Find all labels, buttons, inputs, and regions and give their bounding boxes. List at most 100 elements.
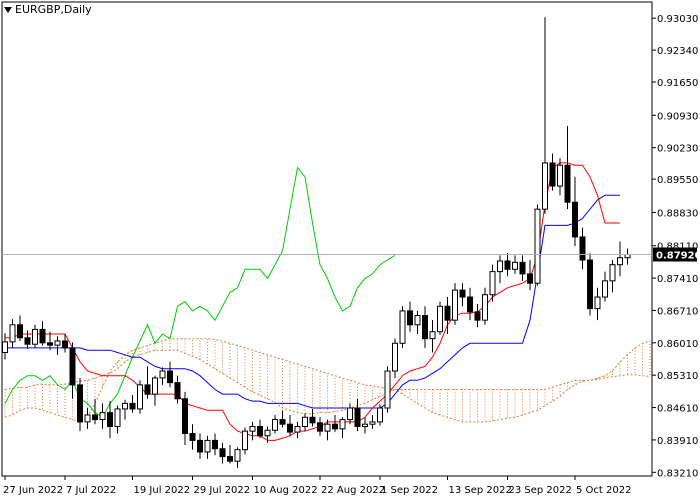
x-tick-label: 5 Oct 2022 [576, 485, 631, 496]
y-tick-label: 0.88110 [657, 242, 698, 253]
candle-body [504, 260, 511, 270]
candle-body [144, 384, 151, 395]
x-tick-label: 19 Jul 2022 [134, 485, 191, 496]
candle-body [227, 456, 233, 462]
candle-body [407, 310, 413, 326]
candle-body [272, 419, 278, 431]
current-price-label: 0.87920 [656, 250, 700, 261]
candle-body [557, 164, 563, 187]
x-tick-label: 29 Jul 2022 [194, 485, 251, 496]
x-tick-label: 27 Jun 2022 [3, 485, 63, 496]
candle-body [159, 370, 166, 379]
candle-body [474, 311, 481, 321]
candle-body [17, 324, 23, 339]
candle-body [354, 407, 361, 428]
candle-body [114, 408, 121, 428]
ichimoku-cloud [4, 338, 651, 423]
candle-body [564, 164, 571, 203]
y-tick-label: 0.90230 [657, 144, 698, 155]
candle-body [572, 201, 578, 238]
candle-body [84, 414, 91, 423]
senkou-span-b-line [4, 338, 651, 423]
candle-body [189, 432, 196, 441]
x-tick-label: 13 Sep 2022 [449, 485, 512, 496]
candle-body [107, 412, 113, 428]
candle-body [99, 412, 106, 421]
candle-body [287, 423, 293, 433]
candle-body [129, 402, 136, 410]
candle-body [249, 426, 256, 432]
candle-body [579, 236, 586, 261]
candle-body [279, 419, 286, 425]
candle-body [122, 402, 128, 410]
candle-body [219, 448, 226, 458]
candle-body [24, 337, 31, 345]
candle-body [264, 429, 271, 437]
candle-body [77, 384, 83, 423]
candle-body [444, 305, 451, 321]
y-tick-label: 0.86710 [657, 306, 698, 317]
candle-body [489, 271, 496, 296]
candle-body [317, 422, 323, 432]
candle-body [174, 382, 181, 400]
candle-body [422, 315, 428, 340]
candle-body [519, 261, 526, 275]
y-tick-label: 0.83910 [657, 436, 698, 447]
candle-body [242, 430, 248, 451]
candle-body [302, 416, 308, 428]
candle-body [467, 296, 473, 313]
candlesticks [2, 17, 631, 469]
y-tick-label: 0.89550 [657, 175, 698, 186]
kijun-sen-line [5, 194, 620, 409]
candle-body [527, 273, 533, 284]
x-tick-label: 10 Aug 2022 [254, 485, 318, 496]
candle-body [482, 294, 488, 321]
y-tick-label: 0.90930 [657, 111, 698, 122]
candle-body [609, 264, 616, 282]
senkou-span-a-line [4, 340, 651, 415]
y-tick-label: 0.85310 [657, 371, 698, 382]
candle-body [392, 342, 398, 372]
candle-body [594, 296, 601, 310]
candle-body [257, 426, 263, 437]
candle-body [137, 384, 143, 410]
y-tick-label: 0.84610 [657, 404, 698, 415]
chart-title: EURGBP,Daily [4, 3, 92, 16]
candle-body [414, 315, 421, 326]
candle-body [234, 449, 241, 462]
y-tick-label: 0.83210 [657, 468, 698, 479]
candle-body [542, 162, 548, 210]
x-tick-label: 1 Sep 2022 [381, 485, 438, 496]
y-tick-label: 0.91650 [657, 78, 698, 89]
tenkan-sen-line [5, 162, 620, 441]
candle-body [534, 208, 541, 284]
candle-body [399, 310, 406, 344]
current-price-label-bg [653, 247, 697, 262]
candle-body [429, 331, 436, 340]
candle-body [377, 407, 383, 423]
candle-body [2, 341, 8, 354]
candle-body [384, 370, 391, 409]
candle-body [602, 280, 608, 298]
candle-body [197, 439, 203, 453]
candle-body [332, 423, 338, 430]
candle-body [294, 426, 301, 433]
candle-body [347, 407, 353, 421]
candle-body [9, 324, 16, 343]
candle-body [369, 421, 376, 425]
candle-body [459, 289, 466, 298]
candle-body [339, 419, 346, 430]
y-tick-label: 0.87410 [657, 274, 698, 285]
candle-body [362, 423, 368, 428]
y-tick-label: 0.92340 [657, 46, 698, 57]
triangle-down-icon [4, 7, 12, 13]
candle-body [92, 414, 98, 421]
y-tick-label: 0.86010 [657, 339, 698, 350]
plot-frame [1, 1, 653, 477]
x-tick-label: 7 Jul 2022 [66, 485, 116, 496]
candle-body [512, 261, 518, 270]
x-tick-label: 22 Aug 2022 [321, 485, 385, 496]
candle-body [452, 289, 458, 321]
